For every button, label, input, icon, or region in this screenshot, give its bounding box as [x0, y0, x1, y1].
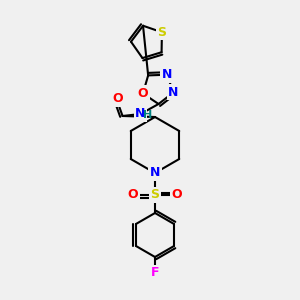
- Text: N: N: [135, 107, 146, 121]
- Text: S: S: [158, 26, 166, 39]
- Text: O: O: [172, 188, 182, 202]
- Text: O: O: [128, 188, 138, 202]
- Text: S: S: [151, 188, 160, 202]
- Text: O: O: [138, 87, 148, 100]
- Text: N: N: [150, 167, 160, 179]
- Text: O: O: [112, 92, 123, 106]
- Text: F: F: [151, 266, 159, 280]
- Text: N: N: [162, 68, 172, 81]
- Text: H: H: [143, 110, 152, 120]
- Text: N: N: [168, 86, 178, 99]
